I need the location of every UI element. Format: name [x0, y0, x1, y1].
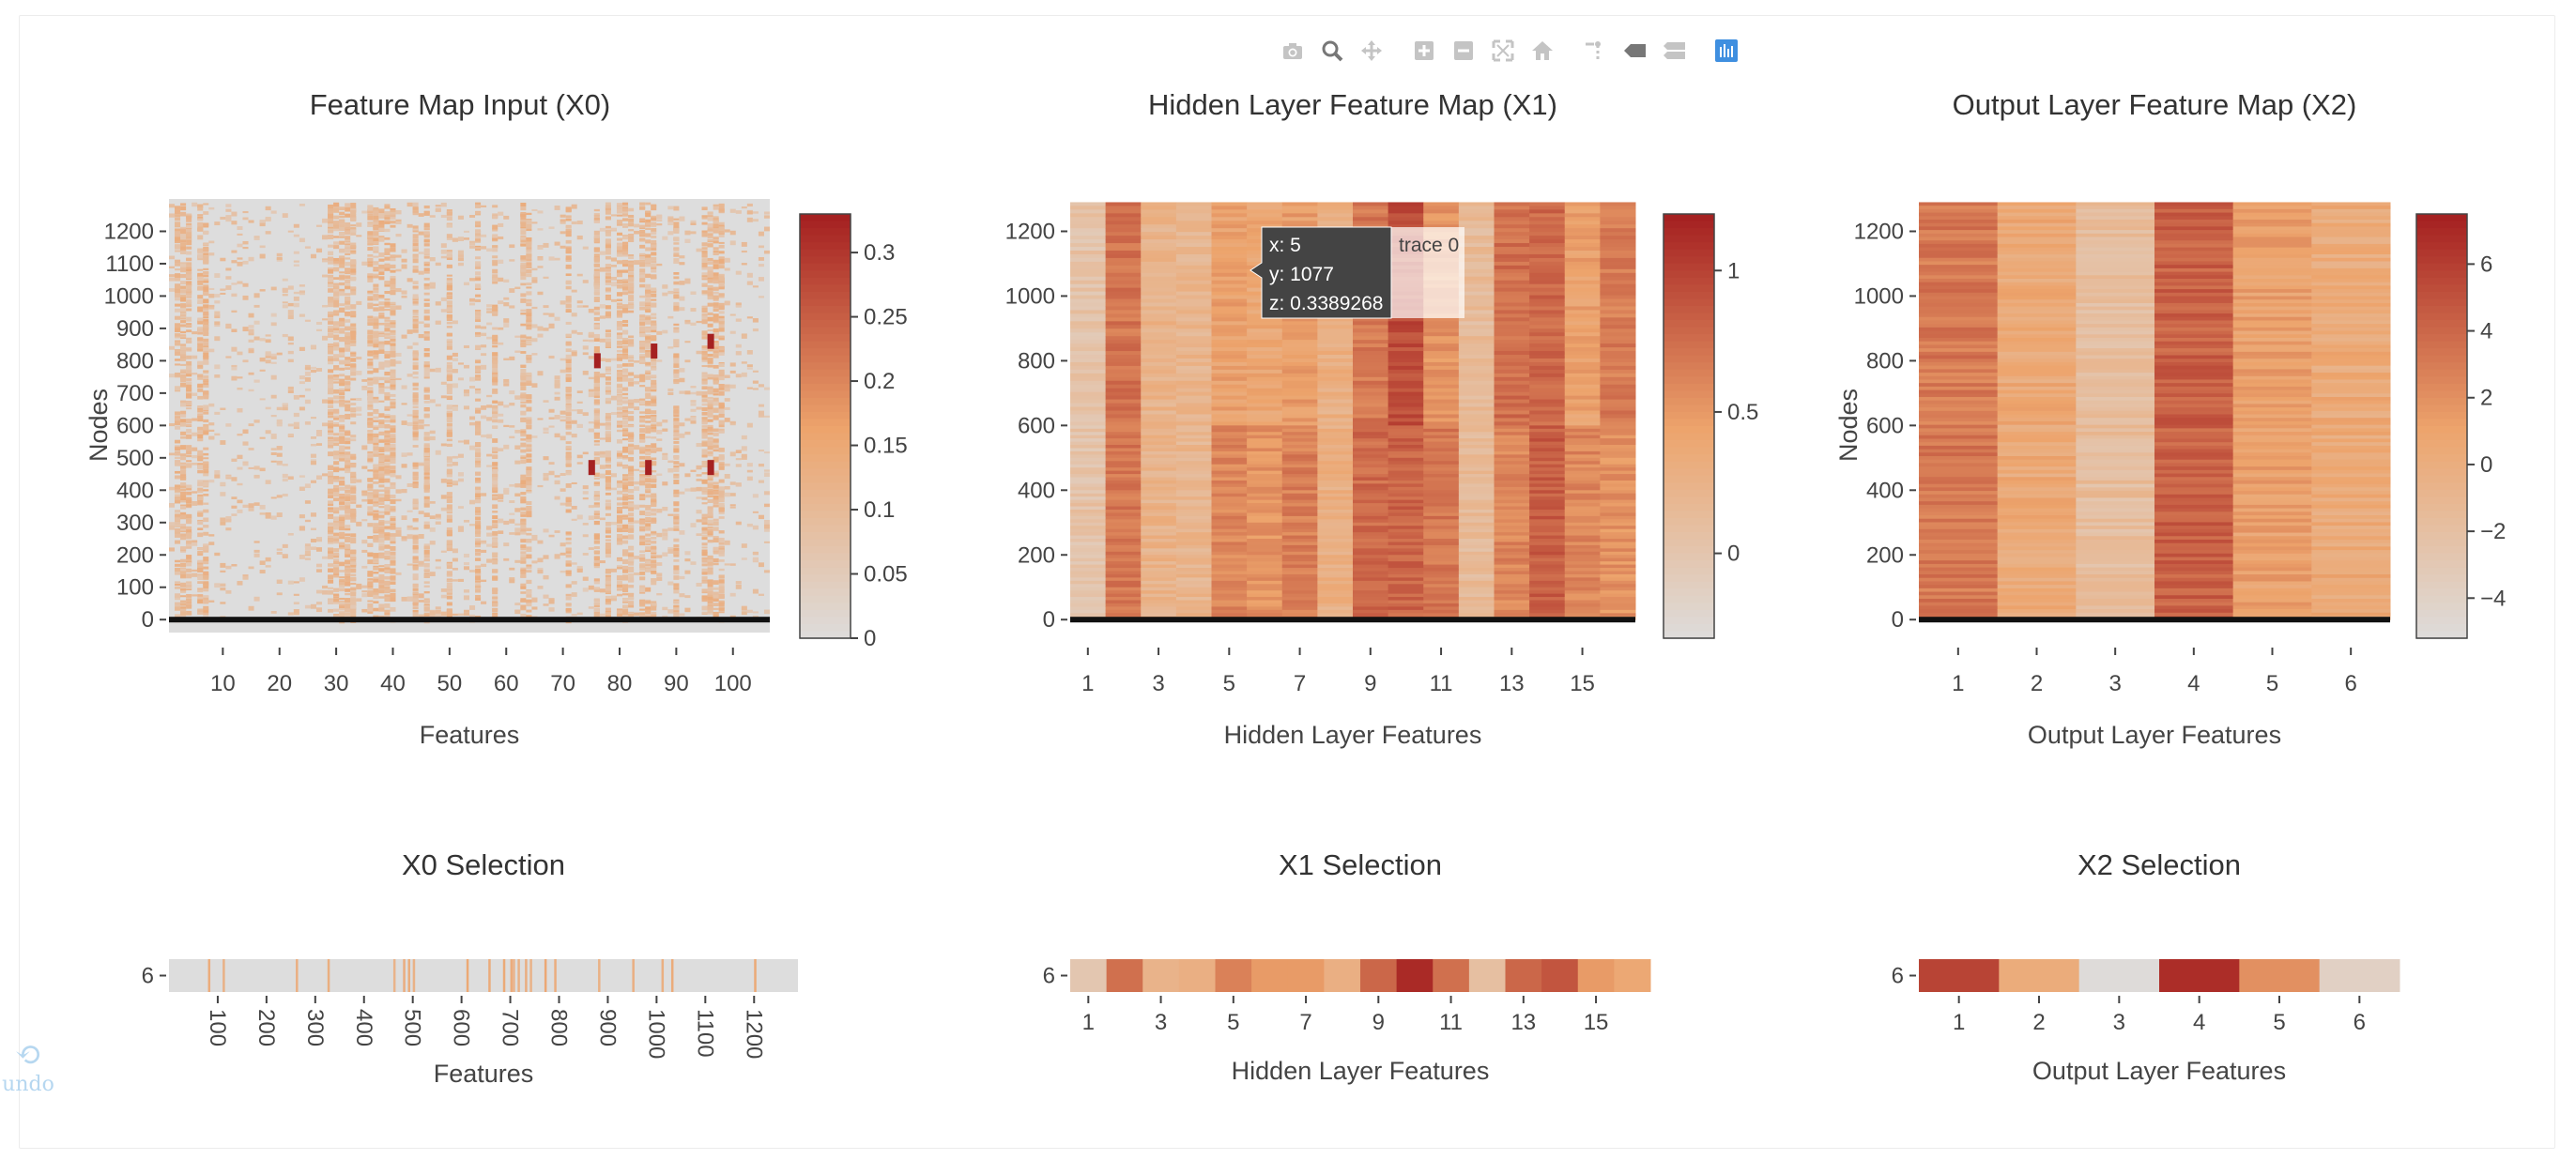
reset-axes-icon[interactable]	[1526, 35, 1558, 67]
undo-label: undo	[2, 1073, 54, 1096]
pan-icon[interactable]	[1356, 35, 1388, 67]
zoom-out-icon[interactable]	[1448, 35, 1480, 67]
camera-icon[interactable]	[1277, 35, 1309, 67]
zoom-in-icon[interactable]	[1408, 35, 1440, 67]
spike-lines-icon[interactable]	[1579, 35, 1611, 67]
undo-button[interactable]: ⟲ undo	[0, 1037, 56, 1112]
figure-frame	[19, 15, 2555, 1149]
undo-icon: ⟲	[14, 1036, 42, 1074]
autoscale-icon[interactable]	[1487, 35, 1519, 67]
hover-compare-icon[interactable]	[1658, 35, 1690, 67]
hover-closest-icon[interactable]	[1618, 35, 1650, 67]
zoom-icon[interactable]	[1316, 35, 1348, 67]
plotly-logo-icon[interactable]	[1710, 35, 1742, 67]
modebar	[1277, 34, 1750, 68]
